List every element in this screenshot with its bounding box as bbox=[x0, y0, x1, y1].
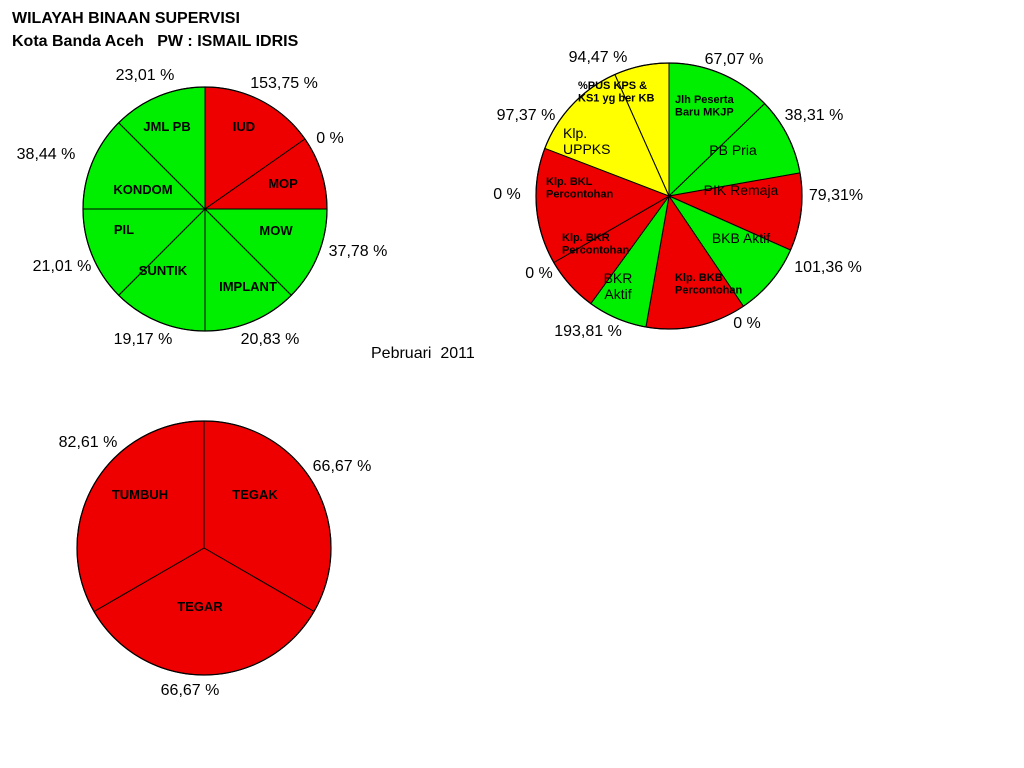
value-label-pb-pria: 38,31 % bbox=[785, 107, 844, 124]
value-label-klp-uppks: 97,37 % bbox=[497, 107, 556, 124]
value-label-suntik: 19,17 % bbox=[114, 331, 173, 348]
value-label-jml-pb: 23,01 % bbox=[116, 67, 175, 84]
slice-label-klp-bkr-percontohan: Klp. BKR Percontohan bbox=[562, 232, 630, 257]
value-label-jlh-peserta-baru-mkjp: 67,07 % bbox=[705, 51, 764, 68]
value-label-mow: 37,78 % bbox=[329, 243, 388, 260]
period-label: Pebruari 2011 bbox=[371, 345, 475, 362]
slice-label-mop: MOP bbox=[268, 176, 298, 191]
slice-label-pus-kps-ks1-yg-ber-kb: %PUS KPS & KS1 yg ber KB bbox=[578, 80, 654, 105]
slice-label-bkr-aktif: BKR Aktif bbox=[604, 270, 633, 302]
slice-label-mow: MOW bbox=[259, 223, 293, 238]
slice-label-implant: IMPLANT bbox=[219, 279, 277, 294]
value-label-iud: 153,75 % bbox=[250, 75, 318, 92]
slice-label-pb-pria: PB Pria bbox=[709, 142, 757, 158]
slice-label-klp-bkb-percontohan: Klp. BKB Percontohan bbox=[675, 272, 743, 297]
pie-chart-contraception: IUD 153,75 % MOP 0 % MOW 37,78 % IMPLANT 20,83 … bbox=[17, 67, 388, 348]
value-label-pus-kps-ks1-yg-ber-kb: 94,47 % bbox=[569, 49, 628, 66]
value-label-pil: 21,01 % bbox=[33, 258, 92, 275]
title-line-1: WILAYAH BINAAN SUPERVISI bbox=[12, 10, 240, 27]
slice-label-klp-bkl-percontohan: Klp. BKL Percontohan bbox=[546, 176, 614, 201]
value-label-mop: 0 % bbox=[316, 130, 344, 147]
value-label-klp-bkl-percontohan: 0 % bbox=[493, 186, 521, 203]
slice-label-jlh-peserta-baru-mkjp: Jlh Peserta Baru MKJP bbox=[675, 94, 735, 119]
value-label-bkb-aktif: 101,36 % bbox=[794, 259, 862, 276]
slice-label-klp-uppks: Klp. UPPKS bbox=[563, 125, 610, 157]
value-label-klp-bkr-percontohan: 0 % bbox=[525, 265, 553, 282]
value-label-tegar: 66,67 % bbox=[161, 682, 220, 699]
slice-label-bkb-aktif: BKB Aktif bbox=[712, 230, 770, 246]
slice-label-tegak: TEGAK bbox=[232, 487, 278, 502]
value-label-implant: 20,83 % bbox=[241, 331, 300, 348]
pie-chart-posyandu: TEGAK 66,67 % TEGAR 66,67 % TUMBUH 82,61 % bbox=[59, 420, 372, 699]
slice-label-iud: IUD bbox=[233, 119, 255, 134]
value-label-bkr-aktif: 193,81 % bbox=[554, 323, 622, 340]
slice-label-pil: PIL bbox=[114, 222, 134, 237]
title-line-2: Kota Banda Aceh PW : ISMAIL IDRIS bbox=[12, 33, 299, 50]
value-label-pik-remaja: 79,31% bbox=[809, 187, 863, 204]
value-label-kondom: 38,44 % bbox=[17, 146, 76, 163]
value-label-tegak: 66,67 % bbox=[313, 458, 372, 475]
slice-label-suntik: SUNTIK bbox=[139, 263, 188, 278]
slice-label-pik-remaja: PIK Remaja bbox=[704, 182, 779, 198]
slice-label-kondom: KONDOM bbox=[113, 182, 172, 197]
value-label-klp-bkb-percontohan: 0 % bbox=[733, 315, 761, 332]
pie-outline bbox=[535, 62, 803, 330]
value-label-tumbuh: 82,61 % bbox=[59, 434, 118, 451]
pie-outline bbox=[76, 420, 332, 676]
pie-chart-programs: Jlh Peserta Baru MKJP 67,07 % PB Pria 38,31 … bbox=[493, 49, 863, 340]
pie-outline bbox=[82, 86, 328, 332]
slice-label-tegar: TEGAR bbox=[177, 599, 223, 614]
slice-label-jml-pb: JML PB bbox=[143, 119, 190, 134]
slice-label-tumbuh: TUMBUH bbox=[112, 487, 168, 502]
page-title: WILAYAH BINAAN SUPERVISI Kota Banda Aceh… bbox=[12, 7, 298, 53]
